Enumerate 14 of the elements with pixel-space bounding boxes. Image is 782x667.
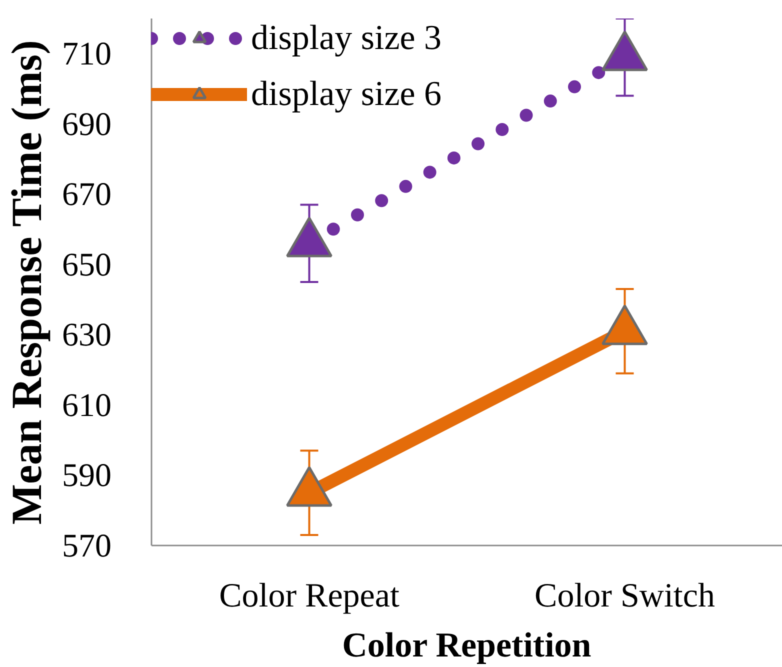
- legend-label: display size 3: [251, 18, 442, 58]
- x-tick-label: Color Switch: [534, 578, 715, 614]
- y-axis-title: Mean Response Time (ms): [4, 40, 51, 525]
- y-tick-label: 710: [62, 36, 112, 73]
- y-tick-label: 610: [62, 388, 112, 424]
- y-tick-label: 590: [62, 458, 112, 494]
- y-tick-label: 670: [62, 177, 112, 214]
- y-tick-label: 650: [62, 247, 112, 284]
- legend-label: display size 6: [251, 74, 442, 114]
- y-tick-label: 570: [62, 528, 112, 564]
- y-tick-label: 630: [62, 318, 112, 354]
- x-tick-label: Color Repeat: [219, 578, 400, 614]
- x-axis-title: Color Repetition: [342, 626, 592, 664]
- y-tick-label: 690: [62, 106, 112, 143]
